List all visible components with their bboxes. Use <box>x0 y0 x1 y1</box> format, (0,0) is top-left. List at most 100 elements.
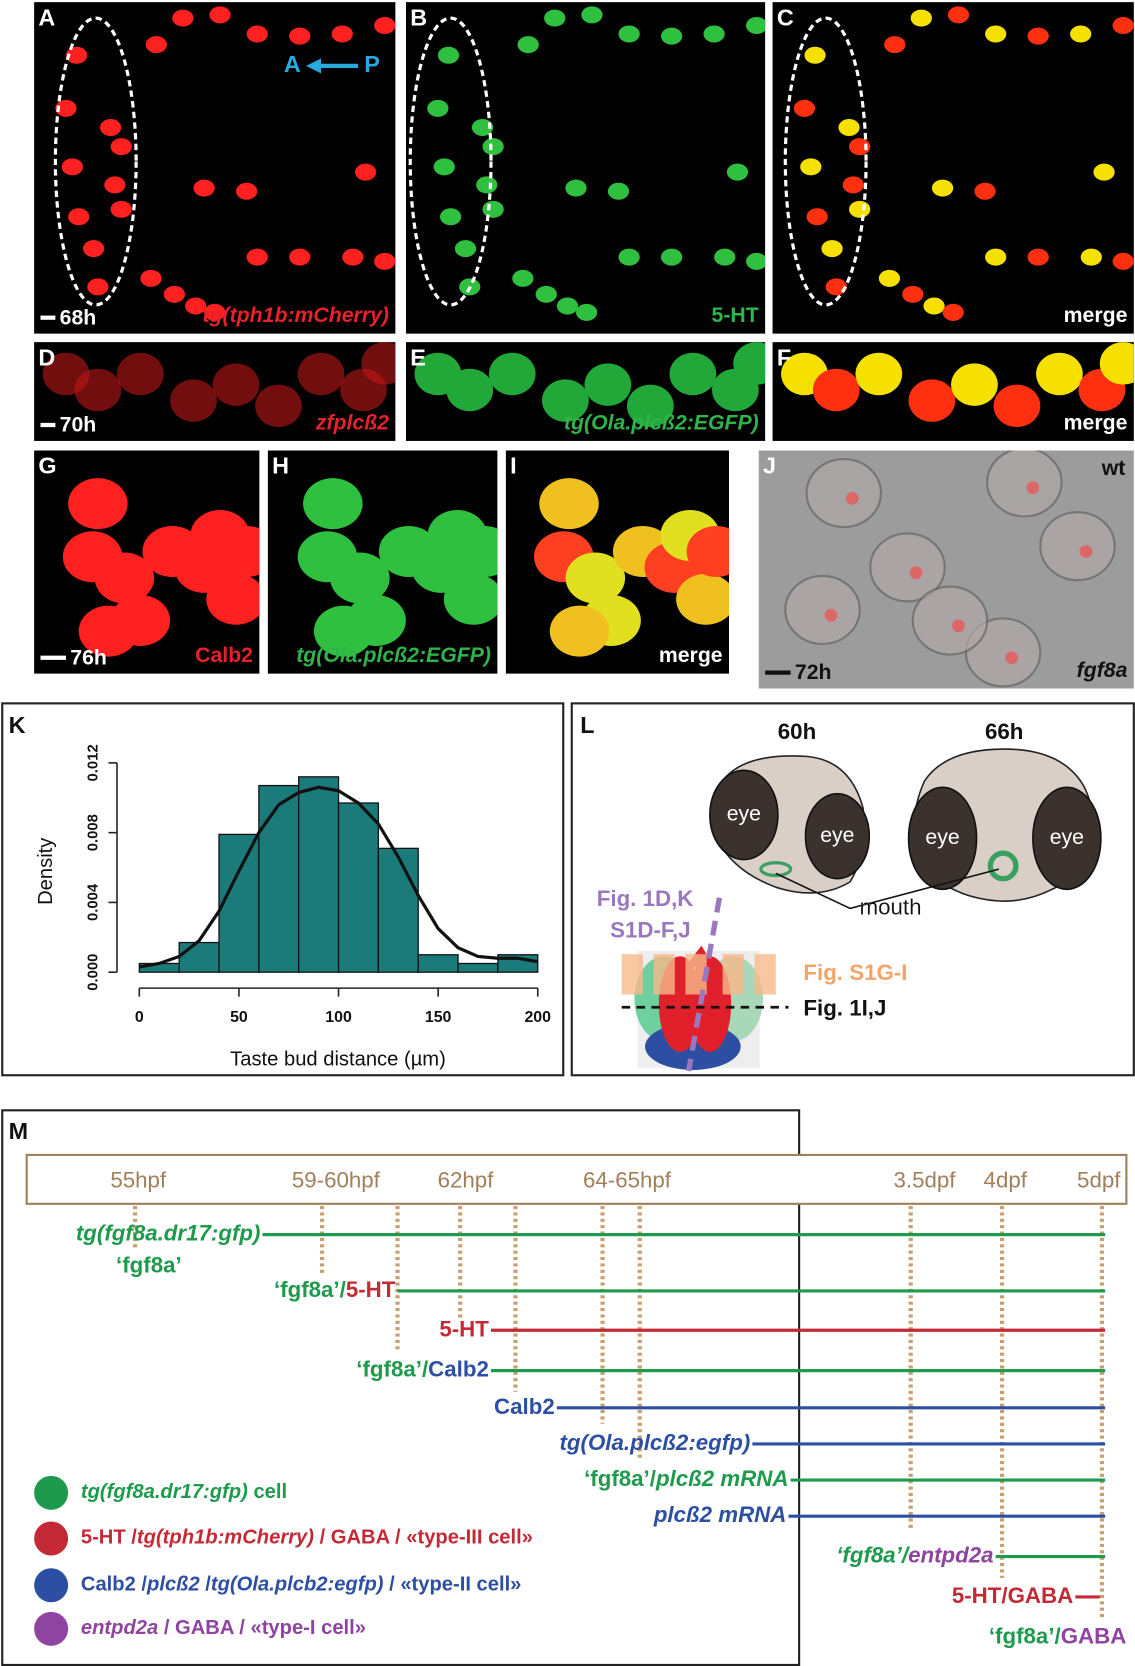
cell <box>110 138 132 156</box>
cells <box>297 478 498 657</box>
panel-caption: 5-HT <box>712 303 759 327</box>
cell <box>806 208 828 226</box>
cell <box>618 248 640 266</box>
cell <box>476 176 498 194</box>
signal <box>909 566 923 580</box>
cell <box>342 248 364 266</box>
cell <box>482 200 504 218</box>
bar <box>298 776 340 973</box>
cell <box>427 99 449 117</box>
cell <box>87 278 109 296</box>
text-segment: plcß2 mRNA <box>653 1502 787 1527</box>
cells <box>62 478 260 657</box>
x-tick-label: 150 <box>425 1009 452 1026</box>
panel-corner: wt <box>1101 456 1126 480</box>
text-segment: 5-HT / <box>81 1527 137 1549</box>
panel-letter: C <box>777 4 794 30</box>
cell <box>942 303 964 321</box>
cell <box>140 269 162 287</box>
row-label: tg(Ola.plcß2:egfp) <box>559 1430 750 1455</box>
signal <box>1005 651 1018 665</box>
legend-dot <box>34 1611 69 1646</box>
row-label: ‘fgf8a’/entpd2a <box>836 1542 993 1567</box>
text-segment: 5-HT <box>346 1277 396 1302</box>
cell <box>212 363 260 406</box>
cell <box>1027 27 1049 45</box>
section-band <box>754 954 776 995</box>
cell <box>669 352 717 396</box>
row-label: ‘fgf8a’/plcß2 mRNA <box>584 1466 788 1491</box>
axis-label: A <box>284 51 301 77</box>
cell <box>733 342 766 385</box>
density-curve <box>139 785 539 969</box>
bar <box>337 802 380 973</box>
legend-dot <box>34 1521 69 1556</box>
cell <box>446 368 494 412</box>
panel-letter: I <box>510 453 517 479</box>
cell <box>110 200 132 218</box>
cell <box>849 138 871 156</box>
cells <box>534 478 729 657</box>
cell <box>800 158 822 176</box>
cell <box>61 158 83 176</box>
cell-outline <box>784 574 861 645</box>
panel-letter: F <box>777 344 791 370</box>
row-label: plcß2 mRNA <box>653 1502 787 1527</box>
text-segment: plcß2 mRNA <box>655 1466 789 1491</box>
cell <box>947 6 970 24</box>
y-tick-label: 0.000 <box>86 954 102 991</box>
cell <box>94 552 155 604</box>
cell <box>974 182 996 200</box>
panel-caption: zfplcß2 <box>315 411 389 435</box>
cell <box>145 36 167 54</box>
cell <box>454 525 498 577</box>
y-axis-label: Density <box>35 837 57 905</box>
text-segment: / GABA / «type-I cell» <box>158 1617 366 1639</box>
text-segment: ‘fgf8a’/ <box>836 1542 911 1567</box>
cell <box>78 605 139 657</box>
section-band <box>653 954 675 995</box>
eye <box>804 792 871 880</box>
x-tick-label: 0 <box>135 1009 144 1026</box>
bar <box>178 941 220 973</box>
cell <box>117 352 164 396</box>
cell <box>878 269 901 287</box>
cell <box>565 179 587 197</box>
cell <box>443 573 498 625</box>
cell <box>565 552 626 604</box>
cell <box>100 119 122 136</box>
text-segment: entpd2a <box>908 1542 994 1567</box>
cell <box>1080 248 1102 266</box>
cell <box>517 36 539 54</box>
cell <box>661 248 683 266</box>
cell <box>539 478 599 530</box>
section-label: Fig. S1G-I <box>803 960 907 985</box>
cell <box>544 9 566 27</box>
text-segment: 5-HT/GABA <box>952 1583 1073 1608</box>
panel-letter: L <box>580 712 594 738</box>
x-tick-label: 200 <box>524 1009 551 1026</box>
cell <box>849 200 871 218</box>
cell <box>330 552 390 604</box>
section-line <box>686 897 723 1072</box>
text-segment: tg(fgf8a.dr17:gfp) <box>81 1481 248 1503</box>
panel-letter: D <box>38 344 55 370</box>
section-band <box>685 954 707 995</box>
cell <box>884 36 906 54</box>
time-label: 55hpf <box>110 1167 167 1192</box>
cell <box>246 25 268 43</box>
cell <box>923 297 945 315</box>
section-label: Fig. 1I,J <box>803 995 886 1020</box>
cell <box>74 368 122 412</box>
cell <box>910 9 932 27</box>
cell <box>726 163 749 181</box>
scale-label: 68h <box>60 305 97 329</box>
cell <box>209 6 231 24</box>
cell-outline <box>986 450 1063 518</box>
text-segment: ‘fgf8a’/ <box>584 1466 656 1491</box>
arrow-head <box>306 58 321 74</box>
pointer <box>775 868 1000 910</box>
cell <box>535 285 557 303</box>
cell <box>993 384 1041 428</box>
cell <box>471 119 494 136</box>
